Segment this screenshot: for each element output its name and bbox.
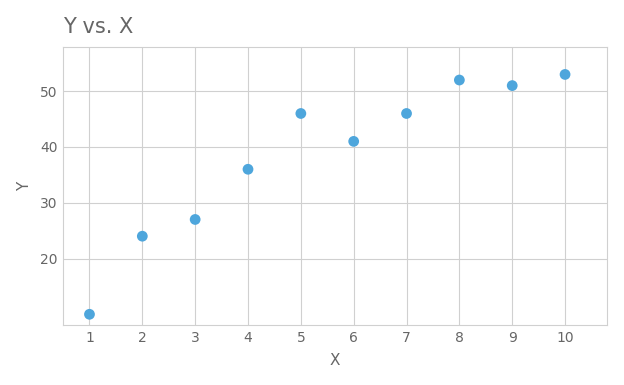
X-axis label: X: X bbox=[330, 353, 341, 368]
Point bbox=[137, 233, 147, 239]
Point bbox=[296, 110, 306, 117]
Point bbox=[401, 110, 411, 117]
Point bbox=[560, 71, 570, 77]
Text: Y vs. X: Y vs. X bbox=[63, 17, 134, 37]
Point bbox=[243, 166, 253, 172]
Point bbox=[84, 311, 94, 317]
Point bbox=[507, 82, 517, 89]
Point bbox=[190, 216, 200, 223]
Point bbox=[349, 138, 359, 144]
Y-axis label: Y: Y bbox=[17, 181, 32, 191]
Point bbox=[454, 77, 464, 83]
